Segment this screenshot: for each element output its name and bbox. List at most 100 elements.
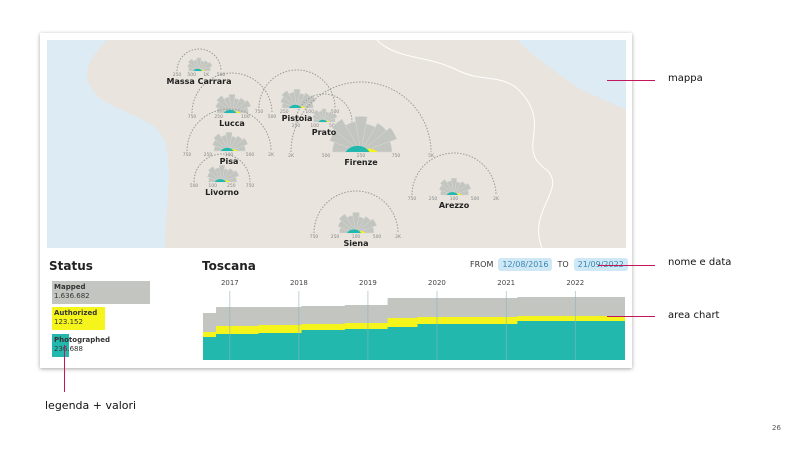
fan-outer-ring <box>290 81 432 153</box>
fan-tick-label: 100 <box>305 109 314 115</box>
fan-wedge-mapped <box>355 218 377 234</box>
fan-tick-label: 500 <box>190 183 199 189</box>
fan-wedge-photographed <box>345 145 370 152</box>
date-range: FROM 12/08/2016 TO 21/09/2022 <box>470 258 628 271</box>
city-label: Livorno <box>205 188 239 197</box>
region-border <box>376 40 554 248</box>
fan-tick-label: 250 <box>331 234 340 240</box>
year-tick-label: 2022 <box>566 279 585 287</box>
annotation-line-map <box>607 80 655 81</box>
fan-tick-label: 750 <box>188 114 197 120</box>
city-fan-chart[interactable]: 250 500 1K 500 <box>173 48 226 78</box>
to-label: TO <box>557 260 569 269</box>
fan-outer-ring <box>258 69 336 109</box>
year-tick-label: 2021 <box>497 279 516 287</box>
fan-wedge-photographed <box>446 192 459 195</box>
fan-tick-label: 100 <box>310 123 319 129</box>
fan-tick-label: 250 <box>204 152 213 158</box>
legend-value: 1.636.682 <box>54 292 90 300</box>
fan-wedge-mapped <box>196 57 202 72</box>
year-tick-label: 2018 <box>289 279 308 287</box>
annotation-area-chart: area chart <box>668 310 720 321</box>
fan-wedge-mapped <box>338 213 357 234</box>
fan-tick-label: 500 <box>268 114 277 120</box>
fan-wedge-mapped <box>198 61 213 72</box>
legend-mapped[interactable]: Mapped 1.636.682 <box>52 281 150 304</box>
fan-wedge-mapped <box>323 112 338 123</box>
fan-wedge-mapped <box>453 183 472 196</box>
city-fan-chart[interactable]: 750 250 100 500 2K <box>408 152 500 202</box>
fan-wedge-mapped <box>218 164 226 183</box>
fan-outer-ring <box>191 72 273 114</box>
fan-wedge-photographed <box>193 68 203 71</box>
fan-outer-ring <box>176 48 222 72</box>
fan-tick-label: 750 <box>392 153 401 159</box>
sea-west <box>47 40 169 248</box>
annotation-name-date: nome e data <box>668 257 732 268</box>
from-label: FROM <box>470 260 494 269</box>
fan-tick-label: 500 <box>331 109 340 115</box>
fan-tick-label: 250 <box>227 183 236 189</box>
fan-tick-label: 100 <box>352 234 361 240</box>
fan-wedge-photographed <box>318 119 328 122</box>
fan-outer-ring <box>313 190 399 234</box>
fan-tick-label: 500 <box>246 152 255 158</box>
map[interactable]: 250 500 1K 500 750 250 100 500 750 250 100 500 250 10… <box>47 40 626 248</box>
year-tick-label: 2020 <box>428 279 446 287</box>
fan-wedge-mapped <box>354 116 368 153</box>
fan-outer-ring <box>411 152 497 196</box>
fan-tick-label: 250 <box>292 123 301 129</box>
annotation-map: mappa <box>668 73 703 84</box>
fan-wedge-photographed <box>288 104 302 108</box>
fan-tick-label: 2K <box>288 153 295 159</box>
city-fan-chart[interactable]: 2K 500 250 750 5K <box>288 81 435 159</box>
fan-wedge-mapped <box>228 137 249 152</box>
fan-wedge-mapped <box>281 90 298 109</box>
city-label: Pisa <box>219 157 239 166</box>
year-tick-label: 2019 <box>359 279 377 287</box>
fan-tick-label: 100 <box>208 183 217 189</box>
fan-tick-label: 500 <box>187 72 196 78</box>
city-fan-chart[interactable]: 500 100 250 750 <box>190 153 255 189</box>
fan-wedge-photographed <box>347 229 361 233</box>
city-fan-chart[interactable]: 750 250 100 500 2K <box>183 108 275 158</box>
from-date-input[interactable]: 12/08/2016 <box>498 258 553 271</box>
city-label: Prato <box>311 128 337 137</box>
legend-label: Mapped <box>54 283 86 291</box>
fan-tick-label: 500 <box>322 153 331 159</box>
fan-wedge-mapped <box>213 133 230 152</box>
fan-tick-label: 2K <box>395 234 402 240</box>
legend-photographed[interactable]: Photographed 236.688 <box>52 334 122 357</box>
status-title: Status <box>49 259 93 273</box>
region-title: Toscana <box>202 259 256 273</box>
city-label: Pistoia <box>281 114 313 123</box>
city-label: Massa Carrara <box>166 77 232 86</box>
city-label: Lucca <box>219 119 245 128</box>
fan-tick-label: 5K <box>428 153 435 159</box>
fan-wedge-mapped <box>221 170 240 183</box>
fan-tick-label: 250 <box>173 72 182 78</box>
city-label: Siena <box>343 239 369 248</box>
page-number: 26 <box>772 424 781 432</box>
city-label: Firenze <box>344 158 378 167</box>
fan-tick-label: 100 <box>450 196 459 202</box>
fan-tick-label: 2K <box>493 196 500 202</box>
sea-east <box>517 40 626 110</box>
annotation-line-area-chart <box>607 316 655 317</box>
fan-wedge-mapped <box>450 177 458 196</box>
annotation-line-legend <box>64 345 65 392</box>
to-date-input[interactable]: 21/09/2022 <box>573 258 628 271</box>
fan-tick-label: 2K <box>268 152 275 158</box>
fan-wedge-mapped <box>207 166 223 183</box>
legend-label: Photographed <box>54 336 111 344</box>
fan-tick-label: 500 <box>373 234 382 240</box>
fan-tick-label: 1K <box>203 72 210 78</box>
legend-authorized[interactable]: Authorized 123.152 <box>52 307 105 330</box>
annotation-line-name-date <box>598 265 655 266</box>
city-fan-chart[interactable]: 750 250 100 500 2K <box>310 190 402 240</box>
legend-value: 123.152 <box>54 318 83 326</box>
fan-wedge-photographed <box>220 147 234 151</box>
fan-outer-ring <box>295 93 353 123</box>
fan-tick-label: 750 <box>183 152 192 158</box>
fan-wedge-mapped <box>360 127 398 153</box>
